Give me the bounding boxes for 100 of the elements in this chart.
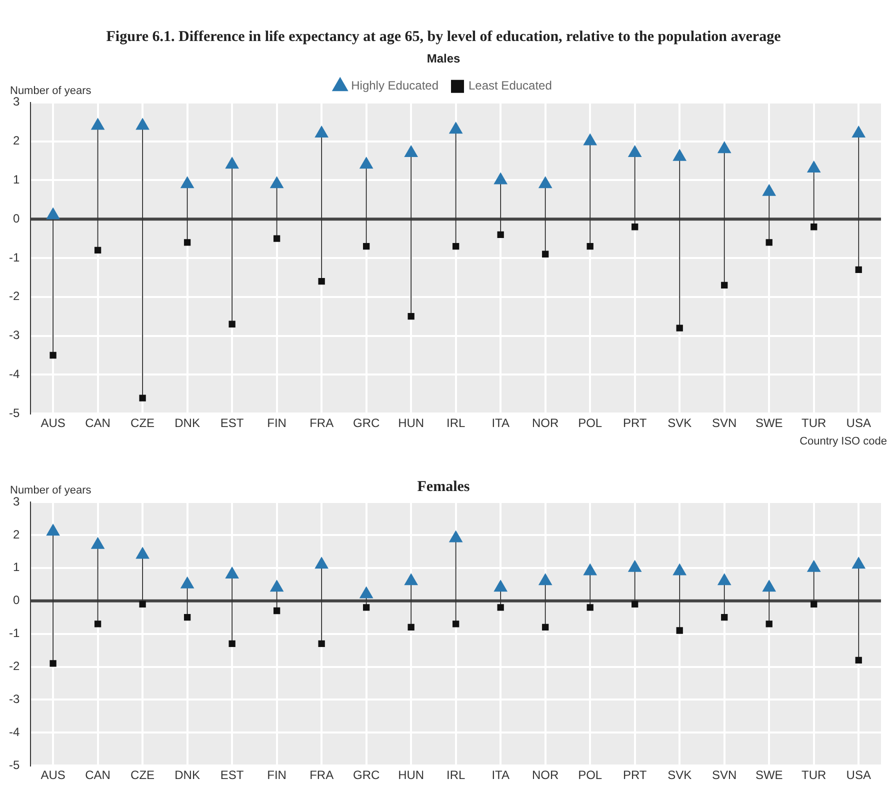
- point: [494, 580, 508, 592]
- point: [538, 574, 552, 586]
- point: [628, 145, 642, 157]
- point: [494, 172, 508, 184]
- point: [94, 246, 102, 254]
- point: [270, 176, 284, 188]
- point: [404, 574, 418, 586]
- point: [586, 243, 594, 250]
- y-tick-label: -2: [9, 659, 20, 674]
- point: [136, 547, 150, 559]
- point: [807, 560, 820, 572]
- x-tick-label: HUN: [398, 768, 424, 782]
- point: [676, 324, 683, 332]
- point: [584, 564, 597, 576]
- point: [180, 176, 194, 188]
- point: [136, 118, 150, 130]
- x-tick-label: PRT: [622, 416, 648, 430]
- x-axis-title: Country ISO code: [800, 436, 887, 448]
- point: [852, 126, 866, 138]
- point: [226, 157, 239, 169]
- y-tick-label: -5: [9, 406, 20, 420]
- point: [810, 224, 818, 230]
- point: [718, 574, 731, 586]
- point: [273, 235, 280, 242]
- point: [184, 614, 191, 621]
- point: [226, 566, 239, 578]
- point: [91, 118, 104, 130]
- point: [852, 557, 866, 569]
- y-tick-label: 0: [12, 593, 20, 608]
- y-tick-label: 3: [12, 94, 20, 109]
- x-tick-label: DNK: [174, 416, 200, 430]
- x-tick-label: FIN: [267, 768, 286, 782]
- y-tick-label: 1: [12, 560, 20, 574]
- point: [315, 557, 328, 569]
- point: [184, 239, 191, 246]
- point: [404, 145, 418, 157]
- point: [452, 620, 460, 628]
- x-tick-label: NOR: [532, 416, 560, 430]
- x-tick-label: USA: [846, 768, 871, 782]
- point: [632, 224, 638, 230]
- x-tick-label: PRT: [622, 768, 648, 782]
- y-tick-label: -4: [9, 724, 20, 739]
- x-tick-label: CZE: [130, 416, 155, 430]
- x-tick-label: EST: [220, 416, 244, 430]
- y-axis-title: Number of years: [10, 84, 92, 97]
- point: [673, 149, 686, 161]
- x-tick-label: NOR: [532, 768, 560, 782]
- point: [139, 600, 146, 608]
- point: [762, 184, 776, 196]
- point: [91, 537, 104, 549]
- point: [762, 580, 776, 592]
- x-tick-label: CZE: [130, 768, 155, 782]
- point: [586, 604, 594, 611]
- y-tick-label: 2: [12, 134, 20, 148]
- y-tick-label: -1: [9, 626, 20, 640]
- point: [228, 640, 236, 648]
- x-tick-label: ITA: [492, 416, 510, 430]
- point: [94, 620, 102, 628]
- point: [363, 243, 370, 250]
- point: [363, 604, 370, 611]
- x-tick-label: SWE: [755, 768, 783, 782]
- y-tick-label: 2: [12, 527, 20, 542]
- x-tick-label: EST: [220, 768, 244, 782]
- x-tick-label: TUR: [802, 768, 827, 782]
- point: [538, 176, 552, 188]
- x-tick-label: USA: [846, 416, 871, 430]
- point: [542, 250, 549, 258]
- point: [855, 656, 862, 664]
- x-tick-label: GRC: [352, 768, 380, 782]
- point: [449, 530, 462, 542]
- point: [46, 208, 60, 220]
- point: [673, 564, 686, 576]
- point: [766, 239, 772, 246]
- point: [542, 624, 549, 631]
- point: [46, 524, 60, 536]
- y-tick-label: -3: [9, 328, 20, 342]
- x-tick-label: FIN: [267, 416, 286, 430]
- x-tick-label: GRC: [352, 416, 380, 430]
- legend-label: Highly Educated: [351, 78, 438, 93]
- y-tick-label: -1: [9, 250, 20, 264]
- x-tick-label: IRL: [446, 768, 466, 782]
- point: [139, 394, 146, 402]
- x-tick-label: POL: [578, 768, 602, 782]
- point: [584, 134, 597, 146]
- x-tick-label: TUR: [802, 416, 827, 430]
- point: [718, 142, 731, 154]
- x-tick-label: DNK: [174, 768, 200, 782]
- x-tick-label: CAN: [85, 768, 110, 782]
- point: [228, 320, 236, 328]
- point: [408, 624, 414, 631]
- point: [408, 313, 414, 320]
- point: [497, 604, 504, 611]
- x-tick-label: IRL: [446, 416, 466, 430]
- point: [766, 620, 772, 628]
- y-tick-label: 1: [12, 172, 20, 187]
- point: [180, 576, 194, 588]
- point: [270, 580, 284, 592]
- point: [318, 640, 325, 648]
- x-tick-label: POL: [578, 416, 602, 430]
- point: [315, 126, 328, 138]
